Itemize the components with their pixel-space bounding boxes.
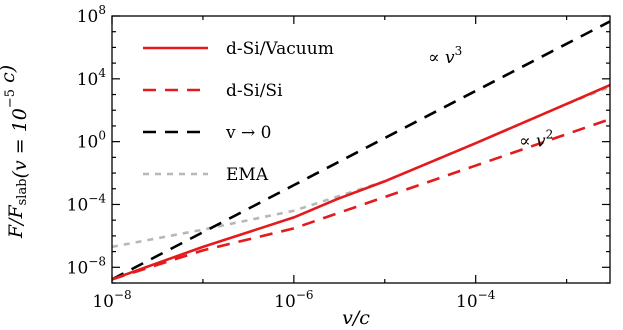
slope-annotation: ∝ v3 <box>428 44 462 68</box>
plot-area: 10−8 10−6 10−4 10−8 10−4 100 104 108 v/c F/Fslab(… <box>0 3 611 329</box>
y-tick-label: 108 <box>77 3 106 27</box>
series-line-ema <box>112 85 610 249</box>
x-tick-label: 10−8 <box>92 288 131 312</box>
x-axis-label: v/c <box>342 307 370 329</box>
series-lines <box>112 20 610 281</box>
legend-label: d-Si/Si <box>226 81 283 101</box>
legend-label: EMA <box>226 165 269 185</box>
x-tick-label: 10−6 <box>274 288 313 312</box>
series-line-d-si-vacuum <box>112 83 610 281</box>
legend: d-Si/Vacuum d-Si/Si v → 0 EMA <box>143 39 334 185</box>
y-tick-label: 10−8 <box>67 254 106 278</box>
y-axis-label: F/Fslab(v = 10−5 c) <box>0 65 31 239</box>
y-tick-label: 104 <box>77 66 107 90</box>
legend-label: d-Si/Vacuum <box>226 39 334 59</box>
series-line-d-si-si <box>112 117 610 281</box>
y-tick-label: 100 <box>77 129 106 153</box>
y-tick-label: 10−4 <box>67 191 107 215</box>
legend-label: v → 0 <box>225 123 271 143</box>
axes-frame <box>111 15 611 284</box>
slope-annotation: ∝ v2 <box>519 127 553 151</box>
x-tick-label: 10−4 <box>456 288 496 312</box>
series-line-v-0 <box>112 20 610 281</box>
